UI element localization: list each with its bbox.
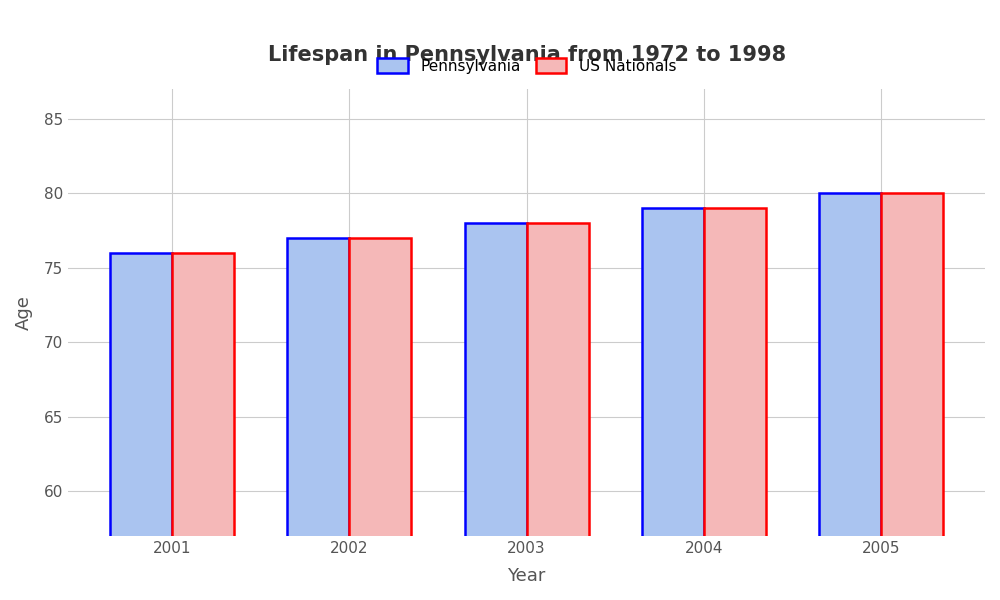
X-axis label: Year: Year — [507, 567, 546, 585]
Bar — [704, 208, 766, 600]
Bar — [819, 193, 881, 600]
Bar — [642, 208, 704, 600]
Bar — [881, 193, 943, 600]
Bar — [349, 238, 411, 600]
Legend: Pennsylvania, US Nationals: Pennsylvania, US Nationals — [371, 52, 682, 80]
Bar — [527, 223, 589, 600]
Bar — [110, 253, 172, 600]
Y-axis label: Age: Age — [15, 295, 33, 330]
Title: Lifespan in Pennsylvania from 1972 to 1998: Lifespan in Pennsylvania from 1972 to 19… — [268, 45, 786, 65]
Bar — [172, 253, 234, 600]
Bar — [465, 223, 527, 600]
Bar — [287, 238, 349, 600]
